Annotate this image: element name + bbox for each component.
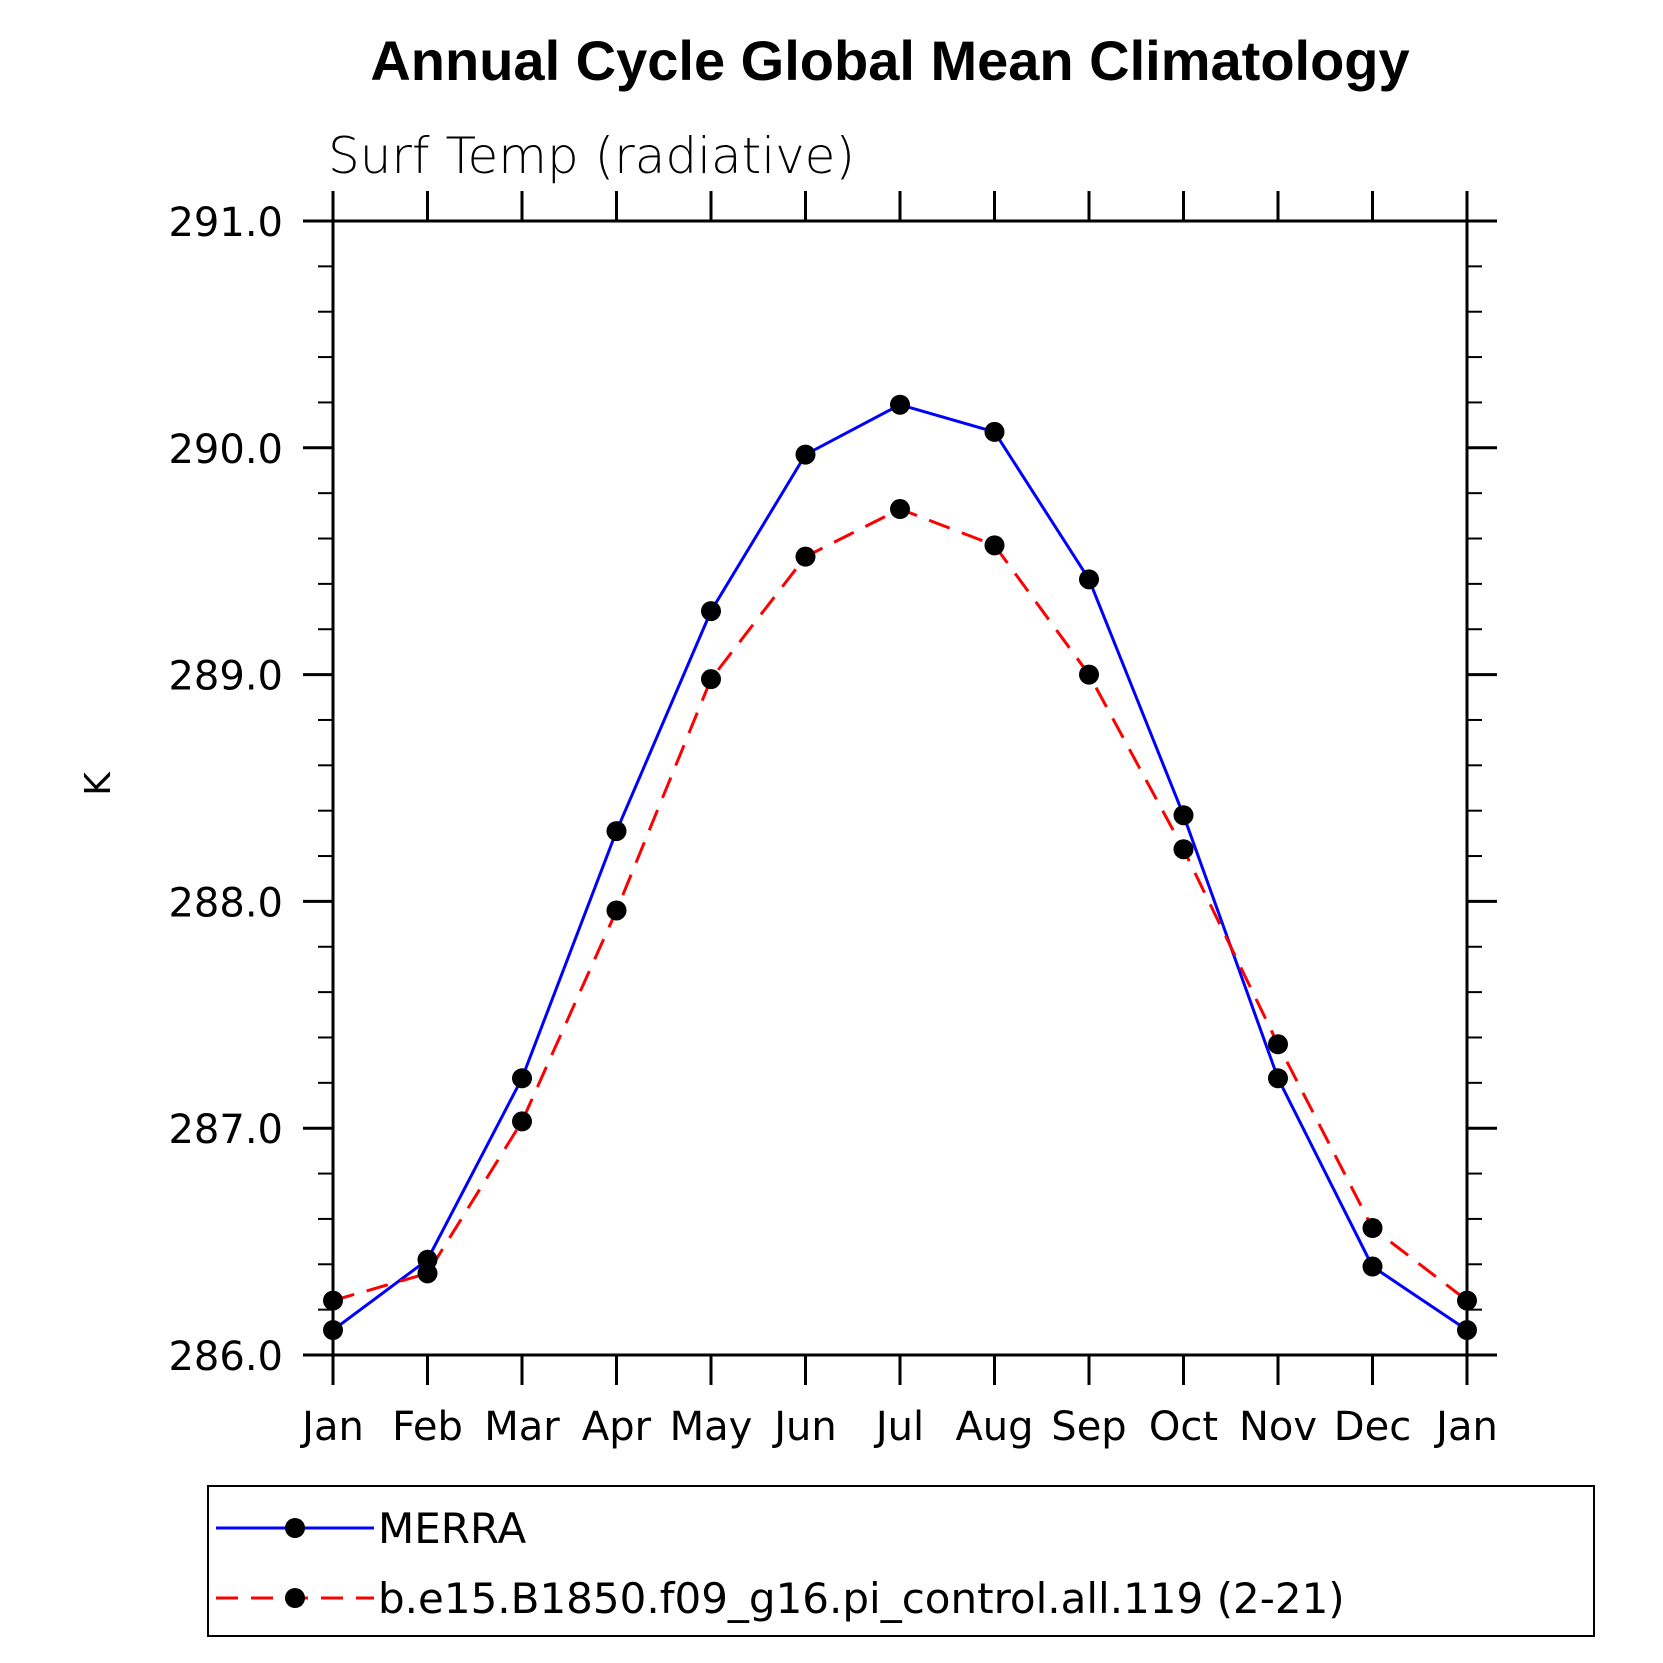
- data-point: [323, 1320, 343, 1341]
- x-tick-label: Jun: [771, 1404, 837, 1450]
- series-line: [332, 507, 1468, 1303]
- x-tick-label: Feb: [392, 1404, 463, 1450]
- data-point: [890, 499, 910, 520]
- series-1: [332, 403, 1468, 1332]
- legend-box: [207, 1485, 1595, 1637]
- data-point: [1362, 1256, 1383, 1277]
- data-point: [1457, 1290, 1477, 1311]
- legend-marker: [285, 1588, 305, 1608]
- y-tick-label: 290.0: [168, 427, 283, 473]
- y-axis-label: K: [78, 771, 119, 796]
- chart-title: Annual Cycle Global Mean Climatology: [370, 29, 1409, 92]
- series-layer: [323, 394, 1477, 1341]
- data-point: [1079, 569, 1099, 590]
- x-tick-label: Mar: [484, 1404, 560, 1450]
- plot-axes: Jan Feb Mar Apr May Jun Jul Aug Sep Oct Nov Dec Jan 2…: [168, 191, 1498, 1450]
- data-point: [512, 1111, 532, 1132]
- data-point: [1457, 1320, 1477, 1341]
- data-point: [606, 821, 627, 842]
- x-tick-label: Sep: [1051, 1404, 1126, 1450]
- y-tick-label: 287.0: [168, 1107, 283, 1153]
- data-point: [1079, 664, 1099, 685]
- y-tick-label: 291.0: [168, 200, 283, 246]
- x-tick-label: Dec: [1334, 1404, 1411, 1450]
- x-tick-label: Oct: [1149, 1404, 1218, 1450]
- x-tick-label: Jan: [299, 1404, 364, 1450]
- legend-label: b.e15.B1850.f09_g16.pi_control.all.119 (…: [378, 1574, 1345, 1623]
- y-tick-label: 286.0: [168, 1334, 283, 1380]
- data-point: [701, 601, 721, 622]
- x-tick-label: May: [670, 1404, 753, 1450]
- data-point: [795, 444, 816, 465]
- x-tick-label: Jul: [873, 1404, 924, 1450]
- data-point: [1268, 1068, 1288, 1089]
- data-point: [701, 669, 721, 690]
- data-point: [1268, 1034, 1288, 1055]
- legend: MERRA b.e15.B1850.f09_g16.pi_control.all.…: [207, 1485, 1595, 1637]
- chart-subtitle: Surf Temp (radiative): [328, 127, 855, 185]
- series-line: [332, 403, 1468, 1332]
- x-tick-label: Nov: [1239, 1404, 1317, 1450]
- data-point: [890, 394, 910, 415]
- series-markers-1: [323, 394, 1477, 1341]
- x-tick-label: Jan: [1433, 1404, 1498, 1450]
- data-point: [417, 1263, 438, 1284]
- data-point: [1173, 805, 1194, 826]
- data-point: [606, 900, 627, 921]
- x-tick-label: Aug: [955, 1404, 1033, 1450]
- plot-frame: [331, 219, 1469, 1357]
- legend-label: MERRA: [378, 1504, 526, 1553]
- data-point: [512, 1068, 532, 1089]
- data-point: [1173, 839, 1194, 860]
- x-tick-label: Apr: [582, 1404, 652, 1450]
- data-point: [984, 421, 1005, 442]
- data-point: [323, 1290, 343, 1311]
- data-point: [795, 546, 816, 567]
- series-markers-2: [323, 499, 1477, 1311]
- data-point: [984, 535, 1005, 556]
- data-point: [1362, 1217, 1383, 1238]
- y-tick-label: 288.0: [168, 880, 283, 926]
- y-tick-label: 289.0: [168, 654, 283, 700]
- series-2: [332, 507, 1468, 1303]
- legend-marker: [285, 1518, 305, 1538]
